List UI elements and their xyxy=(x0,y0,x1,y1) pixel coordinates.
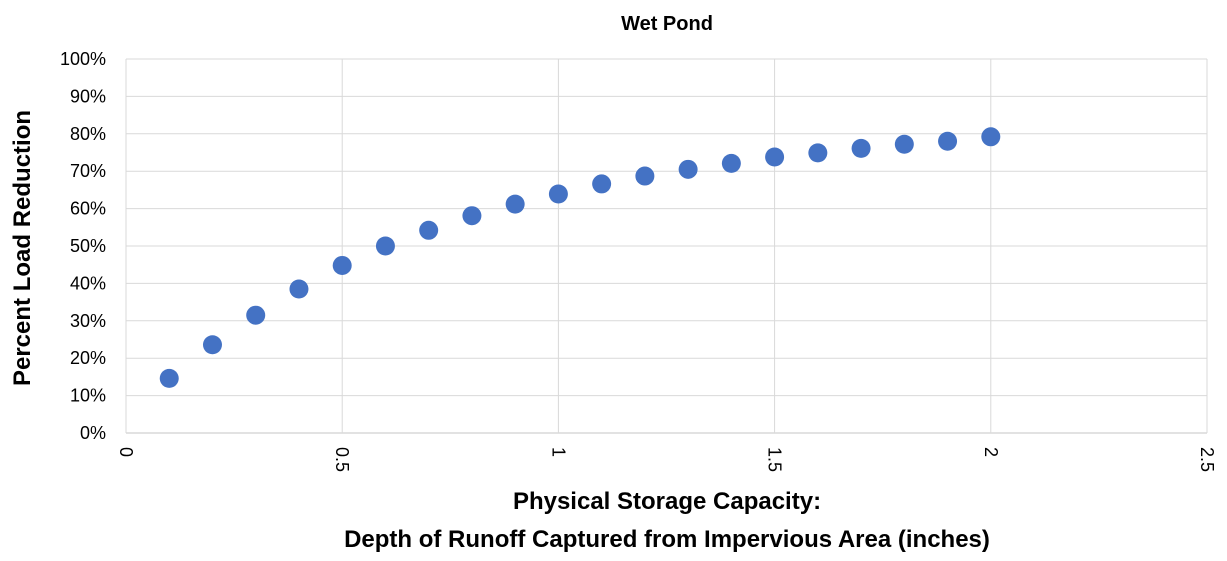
x-axis-label-line1: Physical Storage Capacity: xyxy=(513,488,821,515)
x-tick-label: 2 xyxy=(981,447,1001,457)
data-point xyxy=(721,153,741,173)
y-tick-label: 100% xyxy=(60,49,106,69)
y-tick-label: 60% xyxy=(70,199,106,219)
x-tick-label: 2.5 xyxy=(1197,447,1217,472)
x-tick-label: 1.5 xyxy=(765,447,785,472)
data-point xyxy=(462,206,482,226)
data-point xyxy=(548,184,568,204)
data-points xyxy=(159,127,1001,388)
grid-lines xyxy=(125,58,1208,434)
data-point xyxy=(202,335,222,355)
y-tick-label: 70% xyxy=(70,161,106,181)
y-tick-label: 10% xyxy=(70,386,106,406)
data-point xyxy=(159,368,179,388)
data-point xyxy=(938,131,958,151)
data-point xyxy=(635,166,655,186)
y-tick-label: 40% xyxy=(70,273,106,293)
y-tick-label: 80% xyxy=(70,124,106,144)
x-axis-ticks: 0 0.5 1 1.5 2 2.5 xyxy=(116,447,1217,472)
x-tick-label: 0.5 xyxy=(332,447,352,472)
data-point xyxy=(592,174,612,194)
data-point xyxy=(375,236,395,256)
x-tick-label: 1 xyxy=(548,447,568,457)
data-point xyxy=(419,220,439,240)
x-tick-label: 0 xyxy=(116,447,136,457)
data-point xyxy=(808,143,828,163)
y-tick-label: 50% xyxy=(70,236,106,256)
y-tick-label: 0% xyxy=(80,423,106,443)
data-point xyxy=(678,159,698,179)
y-tick-label: 20% xyxy=(70,348,106,368)
data-point xyxy=(981,127,1001,147)
x-axis-label-line2: Depth of Runoff Captured from Impervious… xyxy=(344,526,990,553)
y-tick-label: 30% xyxy=(70,311,106,331)
data-point xyxy=(765,147,785,167)
y-axis-label: Percent Load Reduction xyxy=(9,110,36,386)
data-point xyxy=(246,305,266,325)
chart-title: Wet Pond xyxy=(621,13,713,35)
data-point xyxy=(894,134,914,154)
data-point xyxy=(505,194,525,214)
data-point xyxy=(851,138,871,158)
y-axis-ticks: 0% 10% 20% 30% 40% 50% 60% 70% 80% 90% 100% xyxy=(60,49,106,443)
data-point xyxy=(289,279,309,299)
data-point xyxy=(332,255,352,275)
y-tick-label: 90% xyxy=(70,86,106,106)
